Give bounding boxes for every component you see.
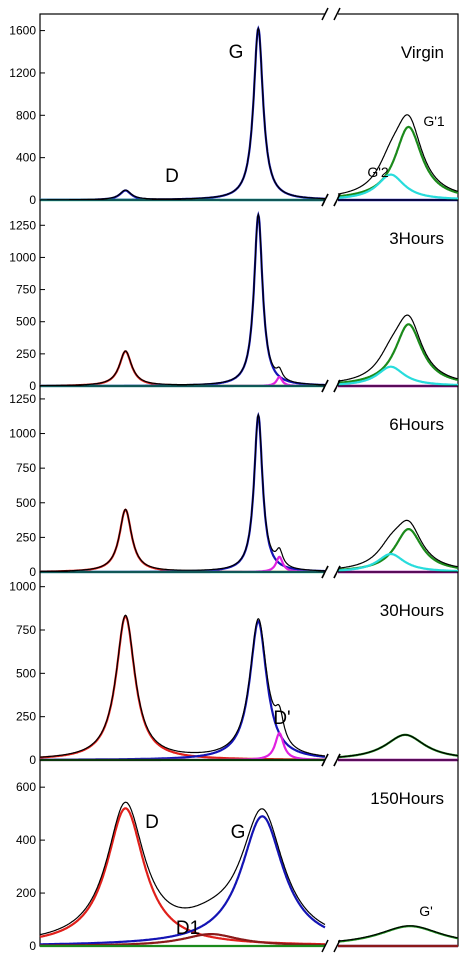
peak-label: G'2	[367, 164, 389, 180]
break-mark	[321, 939, 329, 953]
break-mark	[333, 7, 341, 21]
break-mark	[321, 193, 329, 207]
peak-label: G	[231, 822, 246, 843]
break-mark	[321, 565, 329, 579]
y-tick-label: 1000	[9, 250, 36, 264]
peak-label: D'	[273, 708, 290, 729]
y-tick-label: 250	[16, 710, 36, 724]
panel-frame	[39, 759, 459, 947]
fit-d_prime	[40, 731, 458, 762]
fit-d	[39, 807, 458, 948]
axis-break-gap	[325, 758, 338, 762]
panel-30hours: 0 250 500 750 1000 30Hours D'	[9, 565, 459, 767]
panel-label: 30Hours	[380, 601, 444, 620]
panel-virgin: 0 400 800 1200 1600 Virgin G D G'1 G'2	[9, 7, 459, 207]
fit-g	[40, 25, 458, 202]
y-tick-label: 1250	[9, 392, 36, 406]
y-tick-label: 750	[16, 283, 36, 297]
fit-g1	[40, 125, 459, 202]
y-tick-label: 750	[16, 623, 36, 637]
axis-break-gap	[325, 384, 338, 388]
panel-6hours: 0 250 500 750 1000 1250 6Hours	[9, 379, 459, 579]
peak-label: G'1	[423, 113, 445, 129]
fit-g	[40, 815, 458, 948]
y-tick-label: 600	[16, 780, 36, 794]
panel-150hours: 0 200 400 600 150Hours D G D1 G'	[16, 753, 459, 953]
panel-label: Virgin	[401, 43, 444, 62]
axis-break-gap	[325, 198, 338, 202]
y-tick-label: 500	[16, 496, 36, 510]
break-mark	[321, 379, 329, 393]
fit-d_prime	[40, 555, 458, 574]
y-tick-label: 0	[29, 753, 36, 767]
peak-label: D	[145, 812, 159, 833]
break-mark	[333, 939, 341, 953]
break-mark	[333, 753, 341, 767]
panel-frame	[39, 199, 459, 387]
fit-g2d	[40, 552, 458, 574]
y-tick-label: 250	[16, 347, 36, 361]
y-tick-label: 750	[16, 461, 36, 475]
measured-spectrum	[39, 801, 459, 942]
y-tick-label: 800	[16, 108, 36, 122]
peak-label: D	[165, 166, 179, 187]
y-tick-label: 1000	[9, 427, 36, 441]
break-mark	[333, 193, 341, 207]
measured-spectrum	[40, 212, 459, 387]
y-tick-label: 0	[29, 193, 36, 207]
fit-d1	[40, 933, 458, 948]
y-tick-label: 200	[16, 886, 36, 900]
measured-spectrum	[40, 412, 459, 572]
panel-label: 3Hours	[389, 229, 444, 248]
axis-break-gap	[325, 944, 338, 948]
panel-3hours: 0 250 500 750 1000 1250 3Hours	[9, 193, 459, 393]
y-tick-label: 250	[16, 530, 36, 544]
fit-d_prime	[40, 375, 458, 388]
y-tick-label: 400	[16, 151, 36, 165]
measured-spectrum	[40, 26, 459, 201]
panel-label: 150Hours	[370, 789, 444, 808]
y-tick-label: 1250	[9, 218, 36, 232]
y-tick-label: 1200	[9, 66, 36, 80]
fit-g2d	[40, 173, 458, 202]
break-mark	[321, 753, 329, 767]
y-tick-label: 500	[16, 666, 36, 680]
y-tick-label: 1000	[9, 580, 36, 594]
break-mark	[333, 565, 341, 579]
y-tick-label: 0	[29, 379, 36, 393]
y-tick-label: 1600	[9, 24, 36, 38]
peak-label: G	[229, 42, 244, 63]
panel-frame	[39, 13, 459, 201]
break-mark	[333, 379, 341, 393]
panel-frame	[39, 385, 459, 573]
y-tick-label: 0	[29, 939, 36, 953]
y-tick-label: 500	[16, 315, 36, 329]
y-tick-label: 0	[29, 565, 36, 579]
panel-label: 6Hours	[389, 415, 444, 434]
axis-break-gap	[325, 570, 338, 574]
fit-g1	[40, 323, 459, 388]
peak-label: D1	[176, 918, 200, 939]
peak-label: G'	[419, 903, 433, 919]
measured-spectrum	[40, 614, 458, 758]
break-mark	[321, 7, 329, 21]
axis-break-gap	[325, 12, 338, 16]
y-tick-label: 400	[16, 833, 36, 847]
fit-g	[40, 411, 458, 574]
